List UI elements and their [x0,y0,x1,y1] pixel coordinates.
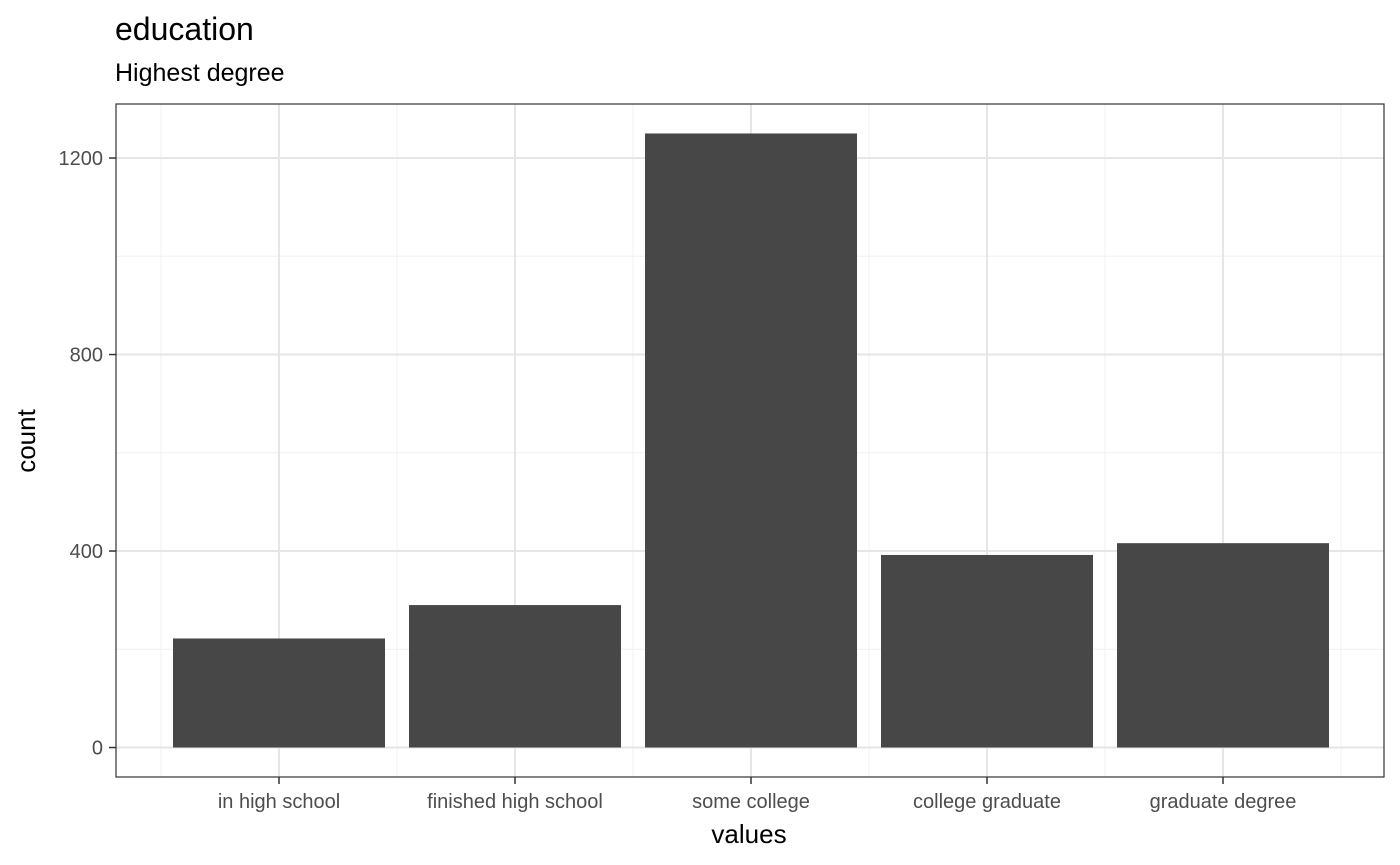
x-tick-label: college graduate [913,791,1061,813]
x-tick-label: some college [692,791,810,813]
bar-finished-high-school [409,605,621,748]
x-tick-label: finished high school [427,791,603,813]
x-axis-title: values [711,819,786,849]
bar-college-graduate [881,554,1093,748]
chart-subtitle: Highest degree [115,59,285,87]
x-tick-label: graduate degree [1150,791,1297,813]
y-tick-label: 0 [92,738,103,760]
bar-graduate-degree [1117,543,1329,748]
y-tick-label: 800 [70,345,103,367]
bar-in-high-school [173,638,385,748]
y-axis: 0 400 800 1200 [59,148,116,760]
plot-panel-border [115,103,1385,778]
y-tick-label: 1200 [59,148,104,170]
y-axis-title: count [11,408,41,472]
bar-some-college [645,133,857,748]
bars [173,133,1329,748]
chart-title: education [115,11,254,47]
y-tick-label: 400 [70,541,103,563]
x-axis: in high school finished high school some c… [218,777,1297,813]
x-tick-label: in high school [218,791,340,813]
